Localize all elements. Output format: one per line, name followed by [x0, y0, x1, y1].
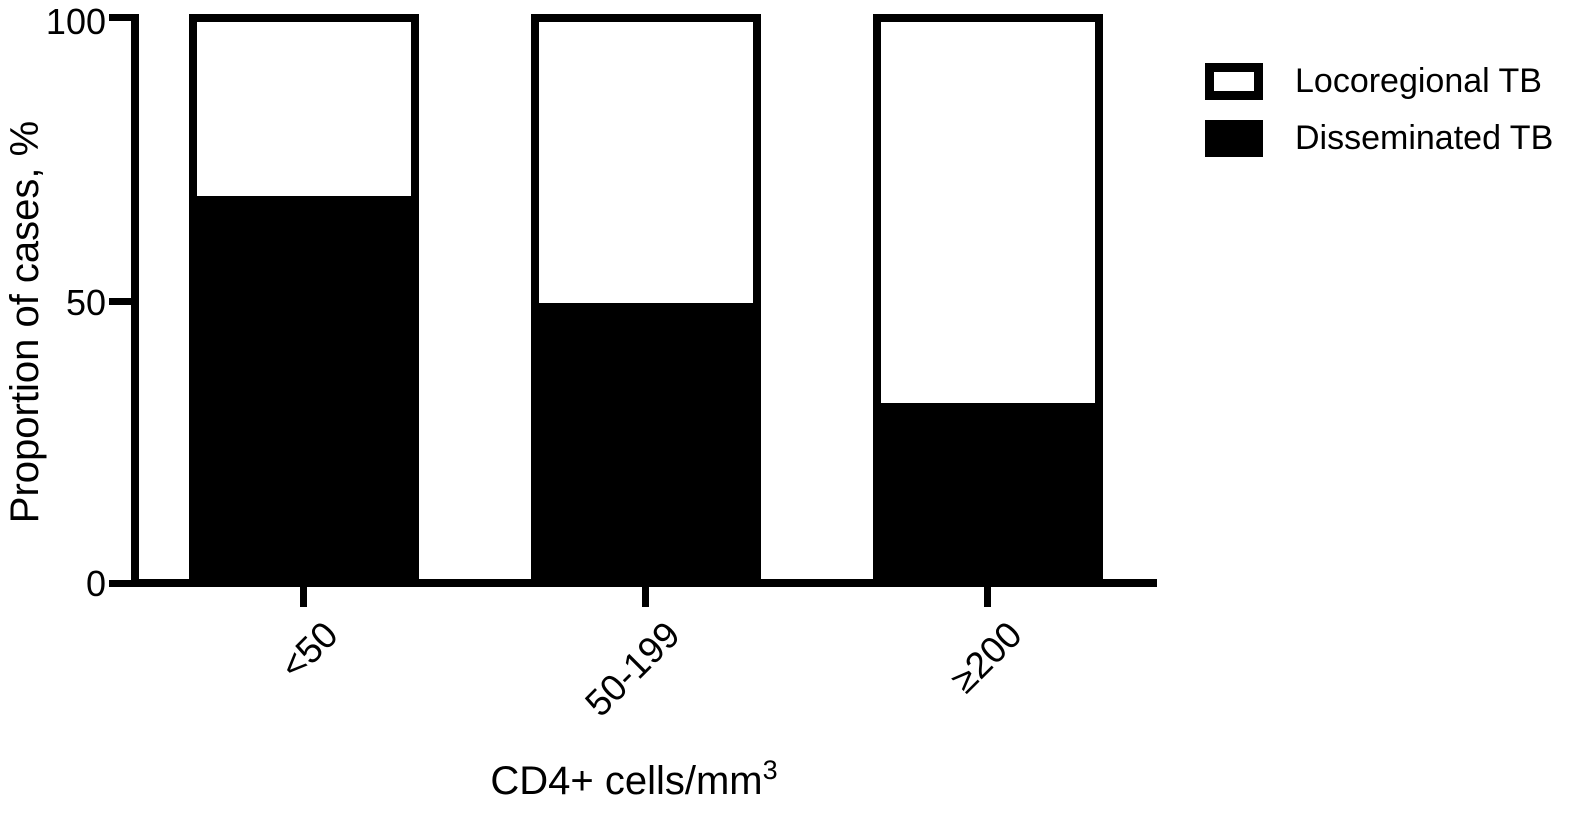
x-category-label-lt50: <50 [272, 613, 346, 688]
x-axis-line [131, 579, 1157, 587]
bar-segment-disseminated [881, 403, 1095, 583]
y-tick-label-50: 50 [65, 282, 106, 323]
x-tick-gte200 [984, 587, 991, 607]
y-tick-label-100: 100 [45, 1, 106, 42]
bar-cd4-50-199 [531, 14, 761, 583]
y-axis-line [131, 14, 139, 587]
legend-swatch-locoregional [1205, 63, 1263, 100]
legend-entry-disseminated: Disseminated TB [1205, 120, 1553, 157]
legend-label-locoregional: Locoregional TB [1295, 62, 1542, 100]
x-tick-lt50 [300, 587, 307, 607]
legend-entry-locoregional: Locoregional TB [1205, 63, 1553, 100]
y-tick-100 [109, 14, 135, 21]
legend: Locoregional TB Disseminated TB [1205, 63, 1553, 157]
legend-label-disseminated: Disseminated TB [1295, 119, 1554, 157]
x-axis-title-superscript: 3 [762, 755, 778, 785]
x-axis-title-text: CD4+ cells/mm [490, 759, 763, 803]
bar-cd4-lt50 [189, 14, 419, 583]
y-tick-50 [109, 298, 135, 305]
legend-swatch-disseminated [1205, 120, 1263, 157]
bar-segment-disseminated [197, 195, 411, 583]
x-axis-title: CD4+ cells/mm3 [334, 746, 934, 805]
y-tick-0 [109, 580, 135, 587]
y-axis-title: Proportion of cases, % [3, 120, 47, 524]
bar-segment-disseminated [539, 302, 753, 583]
y-tick-label-0: 0 [85, 563, 106, 604]
x-tick-50-199 [642, 587, 649, 607]
bar-cd4-gte200 [873, 14, 1103, 583]
